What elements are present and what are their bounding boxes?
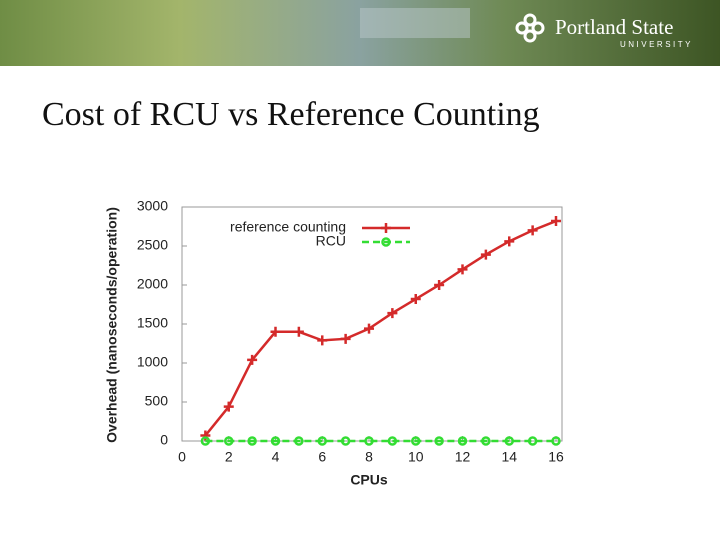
marker [317,436,327,446]
x-tick-label: 14 [501,449,517,465]
marker [387,308,398,319]
x-tick-label: 10 [408,449,424,465]
marker [410,294,421,305]
marker [551,216,561,227]
marker [340,333,351,344]
marker [247,436,257,446]
marker [434,280,445,290]
x-tick-label: 2 [225,449,233,465]
marker [200,430,211,441]
y-axis-label: Overhead (nanoseconds/operation) [104,207,120,443]
x-tick-label: 4 [272,449,280,465]
marker [527,436,538,446]
y-tick-label: 500 [145,393,169,409]
marker [457,264,468,275]
marker [294,436,304,446]
x-tick-label: 6 [318,449,326,465]
marker [247,354,258,365]
marker [364,436,374,446]
marker [457,436,468,446]
marker [223,401,234,412]
legend-label: RCU [316,233,346,249]
marker [481,436,491,446]
y-tick-label: 3000 [137,198,168,214]
y-tick-label: 2000 [137,276,168,292]
logo-sub: UNIVERSITY [620,40,693,49]
marker [224,436,234,446]
marker [434,436,444,446]
marker [504,436,514,446]
marker [340,436,351,446]
marker [480,249,491,260]
y-tick-label: 1000 [137,354,168,370]
x-tick-label: 0 [178,449,186,465]
marker [527,225,538,236]
slide-title: Cost of RCU vs Reference Counting [42,96,540,133]
marker [504,236,515,247]
x-tick-label: 16 [548,449,564,465]
marker [270,326,281,337]
marker [411,436,421,446]
marker [381,237,391,247]
logo-mark [515,13,545,43]
y-tick-label: 1500 [137,315,168,331]
series-line [204,219,557,437]
marker [270,436,281,446]
marker [317,335,328,346]
marker [381,223,391,233]
marker [200,436,211,446]
banner-building [360,8,470,38]
legend-label: reference counting [230,219,346,235]
y-tick-label: 0 [160,432,168,448]
marker [387,436,398,446]
x-tick-label: 8 [365,449,373,465]
x-axis-label: CPUs [350,472,388,488]
marker [364,323,374,334]
y-tick-label: 2500 [137,237,168,253]
marker [293,326,304,337]
logo-name: Portland State [555,15,673,39]
x-tick-label: 12 [455,449,471,465]
marker [551,436,561,446]
